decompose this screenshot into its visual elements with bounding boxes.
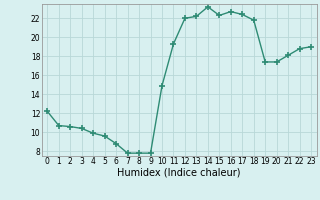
X-axis label: Humidex (Indice chaleur): Humidex (Indice chaleur) [117, 168, 241, 178]
